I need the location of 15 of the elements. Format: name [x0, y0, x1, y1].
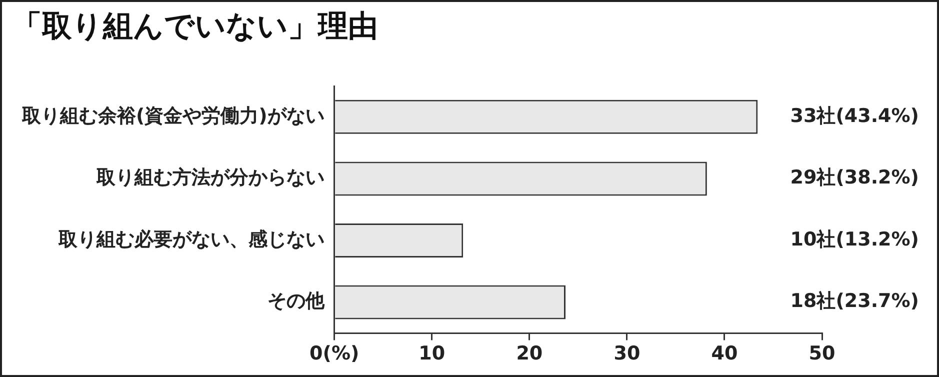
x-tick-label: 20: [516, 342, 543, 365]
x-tick-label: 40: [711, 342, 738, 365]
x-tick-label: 10: [418, 342, 446, 365]
x-tick-label: 30: [614, 342, 640, 365]
chart-title: 「取り組んでいない」理由: [12, 8, 378, 44]
x-tick-label: 0(%): [310, 342, 360, 365]
y-tick-label: 取り組む方法が分からない: [95, 166, 324, 189]
data-label: 10社(13.2%): [790, 228, 919, 250]
data-label: 33社(43.4%): [790, 104, 919, 127]
x-tick-label: 50: [808, 342, 836, 365]
y-tick-label: その他: [267, 290, 326, 312]
data-label: 29社(38.2%): [790, 166, 919, 189]
data-label: 18社(23.7%): [790, 290, 919, 312]
y-tick-label: 取り組む余裕(資金や労働力)がない: [20, 104, 324, 127]
y-tick-label: 取り組む必要がない、感じない: [57, 228, 324, 250]
